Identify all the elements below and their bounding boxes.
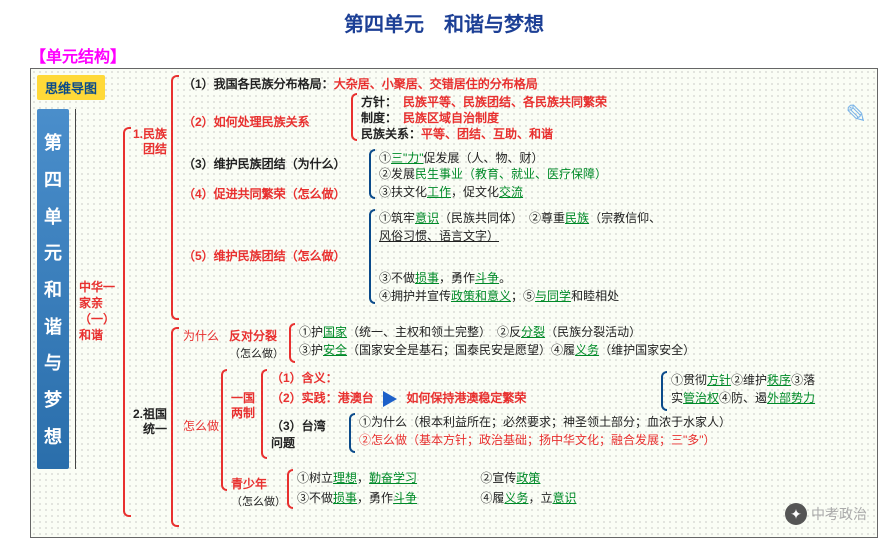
page-title: 第四单元 和谐与梦想 — [0, 0, 888, 37]
tw: （3）台湾问题 — [271, 417, 331, 451]
qsn-r2: ③不做损事，勇作斗争 ④履义务，立意识 — [297, 489, 576, 506]
fdfl-r2: ③护安全（国家安全是基石；国泰民安是愿望）④履义务（维护国家安全） — [299, 341, 695, 358]
tw-r2: ②怎么做（基本方针；政治基础；扬中华文化；融合发展；三"多"） — [359, 431, 716, 448]
sidebar-char: 第 — [44, 129, 62, 155]
main-spine — [75, 109, 76, 469]
b1-item2: （2）如何处理民族关系 — [183, 113, 310, 130]
b1-5-r3: ③不做损事，勇作斗争。 — [379, 269, 511, 286]
gat-r2: 实管治权④防、遏外部势力 — [671, 389, 815, 406]
brace-gat — [661, 371, 667, 411]
yglz-1: （1）含义： — [271, 369, 338, 386]
sidebar-char: 元 — [44, 239, 62, 265]
sidebar-char: 想 — [44, 423, 62, 449]
b1-item1: （1）我国各民族分布格局：大杂居、小聚居、交错居住的分布格局 — [183, 75, 538, 92]
sidebar-char: 与 — [44, 349, 62, 375]
brace-b1 — [171, 75, 179, 320]
mindmap-badge: 思维导图 — [37, 75, 105, 100]
branch1-idx: 1.民族团结 — [133, 127, 169, 157]
brace-b2 — [171, 327, 179, 527]
brace-qsn — [287, 469, 293, 509]
b2-zmz: 怎么做 — [183, 417, 219, 434]
brace-zmz — [221, 369, 227, 491]
sidebar-char: 单 — [44, 203, 62, 229]
tw-r1: ①为什么（根本利益所在；必然要求；神圣领土部分；血浓于水家人） — [359, 413, 731, 430]
gat-r1: ①贯彻方针②维护秩序③落 — [671, 371, 815, 388]
b2-fdfl: 反对分裂 — [229, 327, 277, 344]
b1-l2-row2: 制度： 民族区域自治制度 — [361, 109, 499, 126]
b1-5-r2: 风俗习惯、语言文字） — [379, 227, 499, 244]
branch2-idx: 2.祖国统一 — [133, 407, 169, 437]
sidebar-char: 和 — [44, 276, 62, 302]
b1-item4: （4）促进共同繁荣（怎么做） — [183, 185, 346, 202]
qsn: 青少年 — [231, 475, 267, 492]
b1-5-r4: ④拥护并宣传政策和意义；⑤与同学和睦相处 — [379, 287, 619, 304]
b1-3-r1: ①三"力"促发展（人、物、财） — [379, 149, 544, 166]
sidebar-char: 四 — [44, 166, 62, 192]
b1-4-r1: ③扶文化工作，促文化交流 — [379, 183, 523, 200]
brace-b1-5 — [369, 209, 375, 304]
unit-sidebar: 第四单元和谐与梦想 — [37, 109, 69, 469]
b1-item3: （3）维护民族团结（为什么） — [183, 155, 346, 172]
fdfl-r1: ①护国家（统一、主权和领土完整） ②反分裂（民族分裂活动） — [299, 323, 641, 340]
root-node: 中华一 家亲 （一） 和谐 — [79, 279, 115, 343]
b1-5-r1: ①筑牢意识（民族共同体） ②尊重民族（宗教信仰、 — [379, 209, 661, 226]
brace-fdfl — [289, 323, 295, 363]
brace-b1-3 — [369, 149, 375, 199]
section-label: 【单元结构】 — [0, 37, 888, 69]
b1-3-r2: ②发展民生事业（教育、就业、医疗保障） — [379, 165, 607, 182]
wechat-icon: ✦ — [785, 503, 807, 525]
yglz: 一国两制 — [231, 391, 257, 421]
b1-item5: （5）维护民族团结（怎么做） — [183, 247, 346, 264]
yglz-2: （2）实践：港澳台 如何保持港澳稳定繁荣 — [271, 389, 526, 407]
watermark: ✦中考政治 — [785, 503, 867, 525]
pencil-icon: ✎ — [845, 99, 867, 130]
brace-root — [123, 127, 131, 517]
b1-l2-row1: 方针： 民族平等、民族团结、各民族共同繁荣 — [361, 93, 607, 110]
brace-b1-2 — [351, 93, 357, 141]
qsn-r1: ①树立理想，勤奋学习 ②宣传政策 — [297, 469, 540, 486]
b2-wsm: 为什么 — [183, 327, 219, 344]
brace-yglz — [261, 369, 267, 459]
b1-l2-row3: 民族关系：平等、团结、互助、和谐 — [361, 125, 553, 142]
sidebar-char: 谐 — [44, 313, 62, 339]
brace-tw — [349, 413, 355, 453]
arrow-icon — [383, 391, 397, 407]
sidebar-char: 梦 — [44, 386, 62, 412]
b2-fdfl-sub: （怎么做） — [229, 345, 284, 361]
qsn-sub: （怎么做） — [231, 493, 286, 509]
diagram-frame: 思维导图 第四单元和谐与梦想 ✎ 中华一 家亲 （一） 和谐 1.民族团结 （1… — [30, 68, 878, 538]
